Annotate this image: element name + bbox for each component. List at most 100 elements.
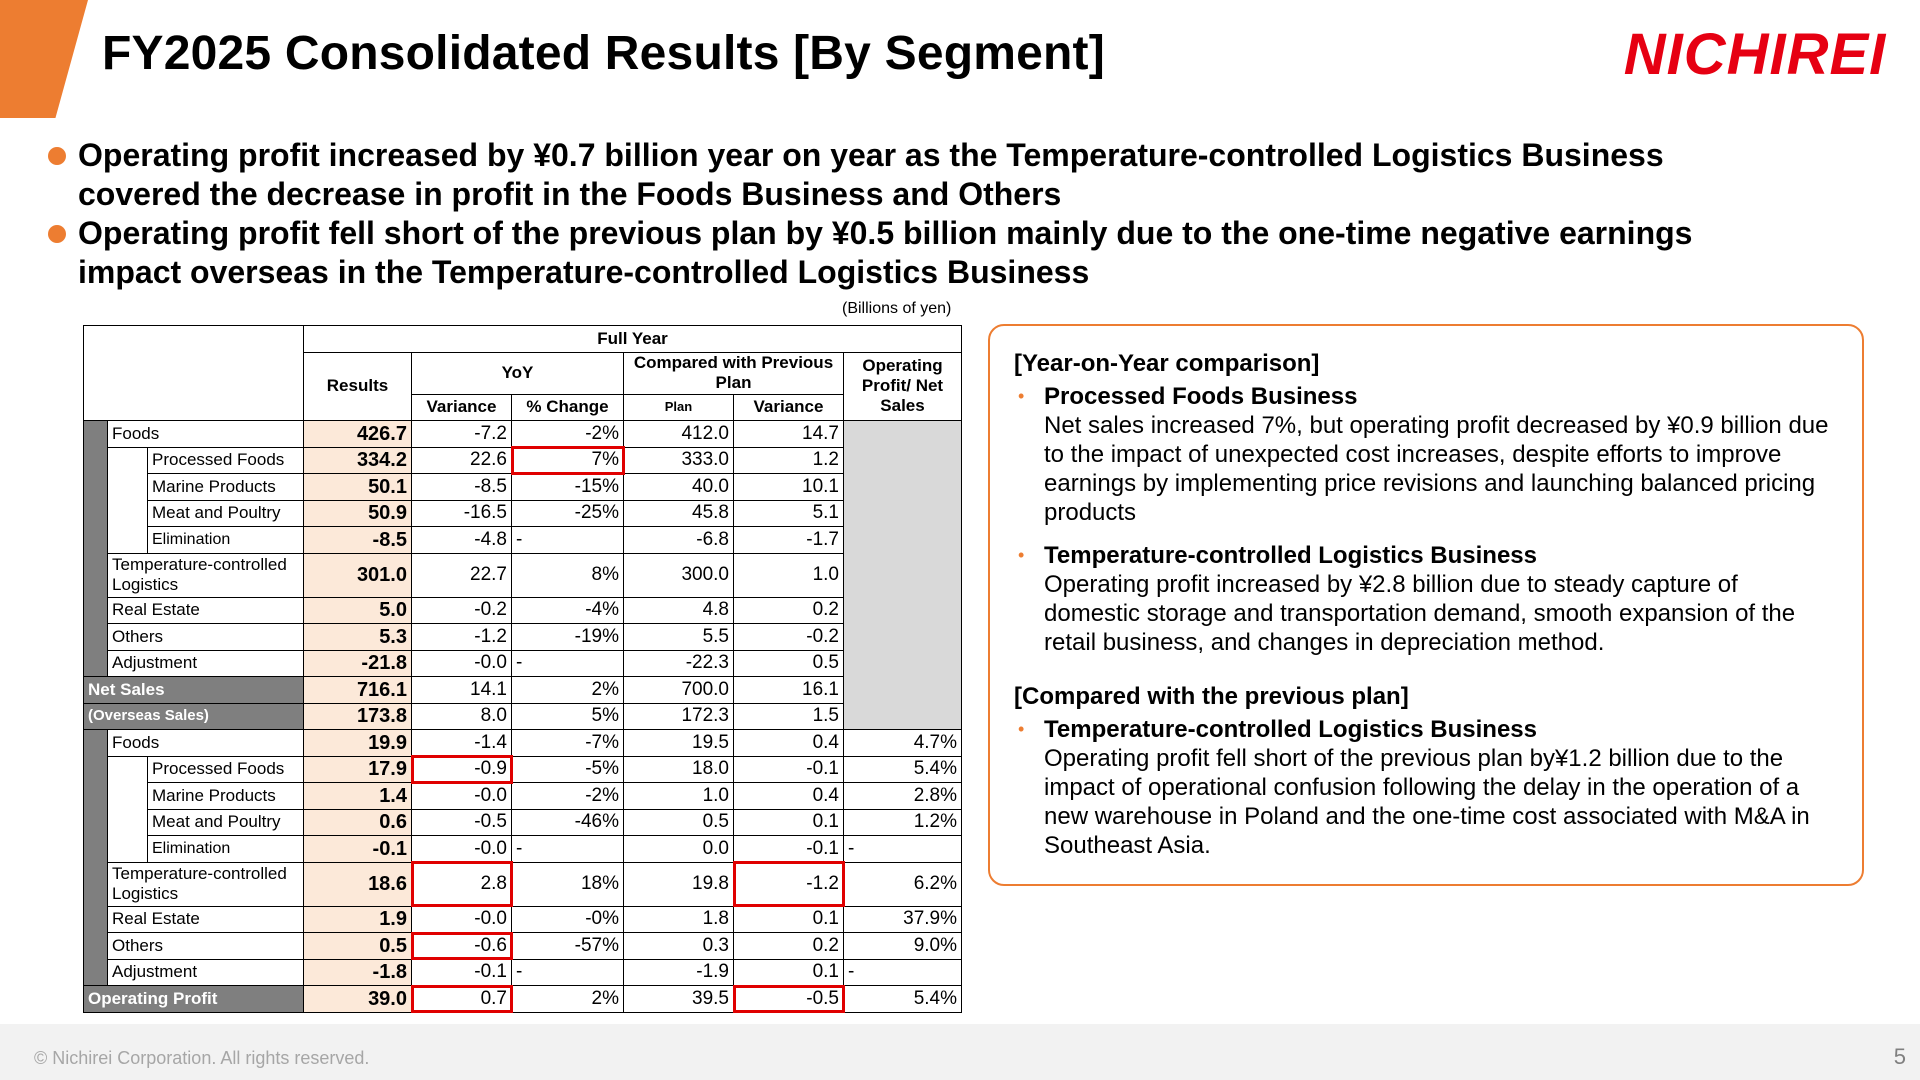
yoy-pct-change: 5%: [511, 702, 624, 730]
svg-text:NICHIREI: NICHIREI: [1624, 22, 1887, 87]
plan-value: 0.0: [623, 835, 734, 863]
yoy-pct-change: -: [511, 649, 624, 677]
page-number: 5: [1893, 1044, 1906, 1069]
yoy-variance: 22.6: [411, 446, 512, 474]
yoy-pct-change: -2%: [511, 420, 624, 448]
plan-value: 39.5: [623, 985, 734, 1013]
row-label: Elimination: [147, 526, 304, 554]
results-value: 19.9: [303, 729, 412, 757]
table-row: Foods 426.7 -7.2 -2% 412.0 14.7: [83, 420, 962, 730]
results-value: 17.9: [303, 755, 412, 783]
header-full-year: Full Year: [303, 325, 962, 353]
row-label: Processed Foods: [147, 755, 304, 783]
yoy-variance: 8.0: [411, 702, 512, 730]
segment-group-bar: [83, 420, 108, 677]
plan-variance: 1.5: [733, 702, 844, 730]
yoy-pct-change: -2%: [511, 782, 624, 810]
table-row: Adjustment -21.8 -0.0- -22.3 0.5: [84, 649, 962, 677]
table-row: Adjustment -1.8 -0.1- -1.9 0.1-: [84, 958, 962, 986]
plan-variance: 1.2: [733, 446, 844, 474]
row-label: Temperature-controlled Logistics: [107, 861, 304, 907]
results-value: 50.9: [303, 499, 412, 527]
table-row: Real Estate 5.0 -0.2 -4% 4.8 0.2: [84, 596, 962, 624]
commentary-item: • Temperature-controlled Logistics Busin…: [1014, 541, 1834, 657]
key-point-text: Operating profit increased by ¥0.7 billi…: [78, 137, 1664, 212]
plan-value: 0.3: [623, 932, 734, 960]
accent-shape: [0, 0, 88, 118]
table-row-total: Operating Profit 39.0 0.7 2% 39.5 -0.5 5.4%: [83, 984, 962, 1013]
table-row: Meat and Poultry 0.6 -0.5 -46% 0.5 0.1 1.2%: [84, 808, 962, 836]
table-row: Elimination -0.1 -0.0-0.0 -0.1-: [84, 835, 962, 863]
header-yoy: YoY: [411, 351, 624, 395]
segment-group-bar: [83, 729, 108, 986]
op-ratio: 1.2%: [843, 808, 962, 836]
commentary-item-text: Net sales increased 7%, but operating pr…: [1044, 412, 1829, 526]
yoy-pct-change: 2%: [511, 985, 624, 1013]
row-label: Processed Foods: [147, 446, 304, 474]
yoy-pct-change: 7%: [510, 446, 625, 475]
op-ratio: 4.7%: [843, 729, 962, 757]
yoy-pct-change: -25%: [511, 499, 624, 527]
yoy-variance: -4.8: [411, 526, 512, 554]
row-label: Real Estate: [107, 905, 304, 933]
triangle-bullet-icon: •: [1018, 719, 1025, 739]
plan-variance: 0.1: [733, 958, 844, 986]
op-ratio-empty: [843, 420, 962, 730]
plan-heading: [Compared with the previous plan]: [1014, 683, 1409, 710]
indent-cell: [107, 755, 148, 863]
yoy-pct-change: -0%: [511, 905, 624, 933]
table-row: Foods 19.9 -1.4 -7% 19.5 0.4 4.7%: [83, 729, 962, 986]
table-row: Processed Foods 334.2 22.6 7% 333.0 1.2: [84, 446, 962, 554]
plan-value: 1.8: [623, 905, 734, 933]
results-value: 1.9: [303, 905, 412, 933]
yoy-variance: -0.0: [411, 835, 512, 863]
yoy-variance: -1.4: [411, 729, 512, 757]
plan-value: 45.8: [623, 499, 734, 527]
table-row: Processed Foods 17.9 -0.9 -5% 18.0 -0.1 5.4%: [84, 755, 962, 863]
yoy-variance: -1.2: [411, 623, 512, 651]
plan-value: 0.5: [623, 808, 734, 836]
triangle-bullet-icon: •: [1018, 386, 1025, 406]
key-point: Operating profit fell short of the previ…: [48, 214, 1768, 292]
plan-variance: 0.4: [733, 729, 844, 757]
indent-cell: [107, 446, 148, 554]
op-ratio: 5.4%: [843, 755, 962, 783]
row-label: Foods: [107, 420, 304, 448]
yoy-pct-change: -: [511, 835, 624, 863]
segment-results-table: Full Year Results YoY Compared with Prev…: [83, 325, 962, 1013]
plan-value: 19.5: [623, 729, 734, 757]
plan-variance: 0.1: [733, 808, 844, 836]
row-label: Adjustment: [107, 958, 304, 986]
table-corner: [83, 325, 304, 421]
header-op-ratio: Operating Profit/ Net Sales: [843, 351, 962, 421]
yoy-pct-change: 8%: [511, 552, 624, 598]
plan-value: 19.8: [623, 861, 734, 907]
bullet-dot-icon: [48, 147, 66, 165]
commentary-box: [Year-on-Year comparison] • Processed Fo…: [988, 324, 1864, 886]
yoy-variance: -0.0: [411, 649, 512, 677]
row-label: Adjustment: [107, 649, 304, 677]
key-points: Operating profit increased by ¥0.7 billi…: [48, 136, 1768, 292]
table-row: Marine Products 1.4 -0.0 -2% 1.0 0.4 2.8%: [84, 782, 962, 810]
op-ratio: -: [843, 835, 962, 863]
results-value: -1.8: [303, 958, 412, 986]
nichirei-logo: NICHIREI: [1624, 22, 1887, 87]
yoy-variance: -0.5: [411, 808, 512, 836]
table-row: Elimination -8.5 -4.8- -6.8 -1.7: [84, 526, 962, 554]
plan-variance: 0.4: [733, 782, 844, 810]
row-label: Foods: [107, 729, 304, 757]
plan-variance: 0.2: [733, 596, 844, 624]
table-row-total: (Overseas Sales) 173.8 8.0 5% 172.3 1.5: [83, 702, 962, 730]
plan-value: 5.5: [623, 623, 734, 651]
plan-value: 333.0: [623, 446, 734, 474]
yoy-variance: 2.8: [410, 861, 513, 907]
plan-value: 4.8: [623, 596, 734, 624]
yoy-pct-change: 18%: [511, 861, 624, 907]
yoy-pct-change: -4%: [511, 596, 624, 624]
header-plan: Plan: [623, 393, 734, 421]
key-point: Operating profit increased by ¥0.7 billi…: [48, 136, 1768, 214]
table-row: Real Estate 1.9 -0.0 -0% 1.8 0.1 37.9%: [84, 905, 962, 933]
results-value: 0.6: [303, 808, 412, 836]
op-ratio: 37.9%: [843, 905, 962, 933]
row-label: Elimination: [147, 835, 304, 863]
